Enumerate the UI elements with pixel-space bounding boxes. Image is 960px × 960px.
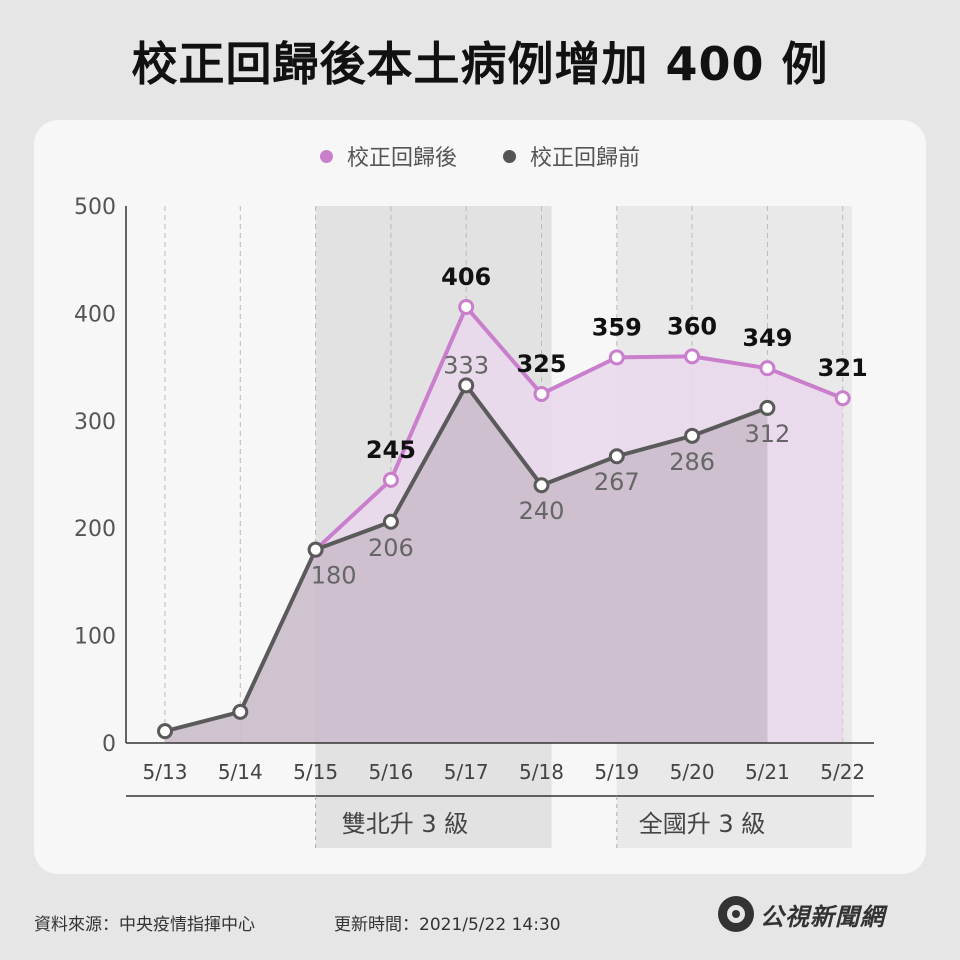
source-text: 資料來源：中央疫情指揮中心: [34, 915, 255, 935]
data-point-after: [834, 390, 851, 407]
x-tick-label: 5/16: [368, 760, 413, 784]
data-point-after: [608, 349, 625, 366]
x-tick-label: 5/14: [218, 760, 263, 784]
data-point-before: [232, 703, 249, 720]
data-point-before: [458, 377, 475, 394]
x-tick-label: 5/15: [293, 760, 338, 784]
x-tick-label: 5/21: [745, 760, 790, 784]
data-point-after: [458, 298, 475, 315]
data-point-before: [157, 723, 173, 740]
data-label-before: 180: [311, 562, 357, 590]
data-label-after: 245: [366, 436, 416, 464]
data-label-before: 206: [368, 534, 414, 562]
data-label-before: 333: [443, 351, 489, 379]
data-label-before: 312: [744, 420, 790, 448]
legend-label-before: 校正回歸前: [530, 146, 641, 171]
y-tick-label: 300: [74, 410, 116, 435]
x-tick-label: 5/17: [444, 760, 489, 784]
y-tick-label: 400: [74, 302, 116, 327]
pts-logo-icon: [718, 896, 754, 932]
updated-text: 更新時間：2021/5/22 14:30: [334, 915, 561, 935]
x-tick-label: 5/13: [143, 760, 188, 784]
x-tick-label: 5/22: [820, 760, 865, 784]
x-tick-label: 5/18: [519, 760, 564, 784]
data-point-after: [759, 360, 776, 377]
legend-dot-before: [503, 149, 516, 163]
data-point-after: [382, 471, 399, 488]
brand-name: 公視新聞網: [760, 902, 885, 931]
data-point-before: [608, 448, 625, 465]
data-point-before: [759, 399, 776, 416]
data-point-before: [533, 477, 550, 494]
data-label-after: 349: [742, 324, 792, 352]
y-tick-label: 200: [74, 517, 116, 542]
data-point-after: [533, 385, 550, 402]
data-label-after: 360: [667, 312, 717, 340]
brand-logo: 公視新聞網: [718, 896, 885, 932]
data-label-after: 359: [592, 313, 642, 341]
area-before: [165, 385, 768, 743]
chart-legend: 校正回歸後 校正回歸前: [0, 140, 960, 172]
data-point-after: [684, 348, 701, 365]
legend-label-after: 校正回歸後: [346, 146, 457, 171]
series-line-after: [314, 304, 844, 552]
legend-item-before: 校正回歸前: [503, 140, 640, 172]
page-title: 校正回歸後本土病例增加 400 例: [131, 37, 829, 91]
annotation-label: 雙北升 3 級: [342, 810, 469, 838]
data-label-after: 406: [441, 263, 491, 291]
legend-item-after: 校正回歸後: [319, 140, 457, 172]
legend-dot-after: [319, 149, 333, 163]
y-tick-label: 500: [74, 195, 116, 220]
y-tick-label: 0: [102, 732, 116, 757]
data-point-before: [684, 427, 701, 444]
data-label-before: 286: [669, 448, 715, 476]
y-tick-label: 100: [74, 625, 116, 650]
data-label-after: 321: [818, 354, 868, 382]
data-point-before: [307, 541, 324, 558]
data-label-before: 240: [519, 497, 565, 525]
data-label-before: 267: [594, 468, 640, 496]
data-label-after: 325: [516, 350, 566, 378]
x-tick-label: 5/20: [670, 760, 715, 784]
x-tick-label: 5/19: [594, 760, 639, 784]
data-point-before: [382, 513, 399, 530]
annotation-label: 全國升 3 級: [639, 810, 766, 838]
